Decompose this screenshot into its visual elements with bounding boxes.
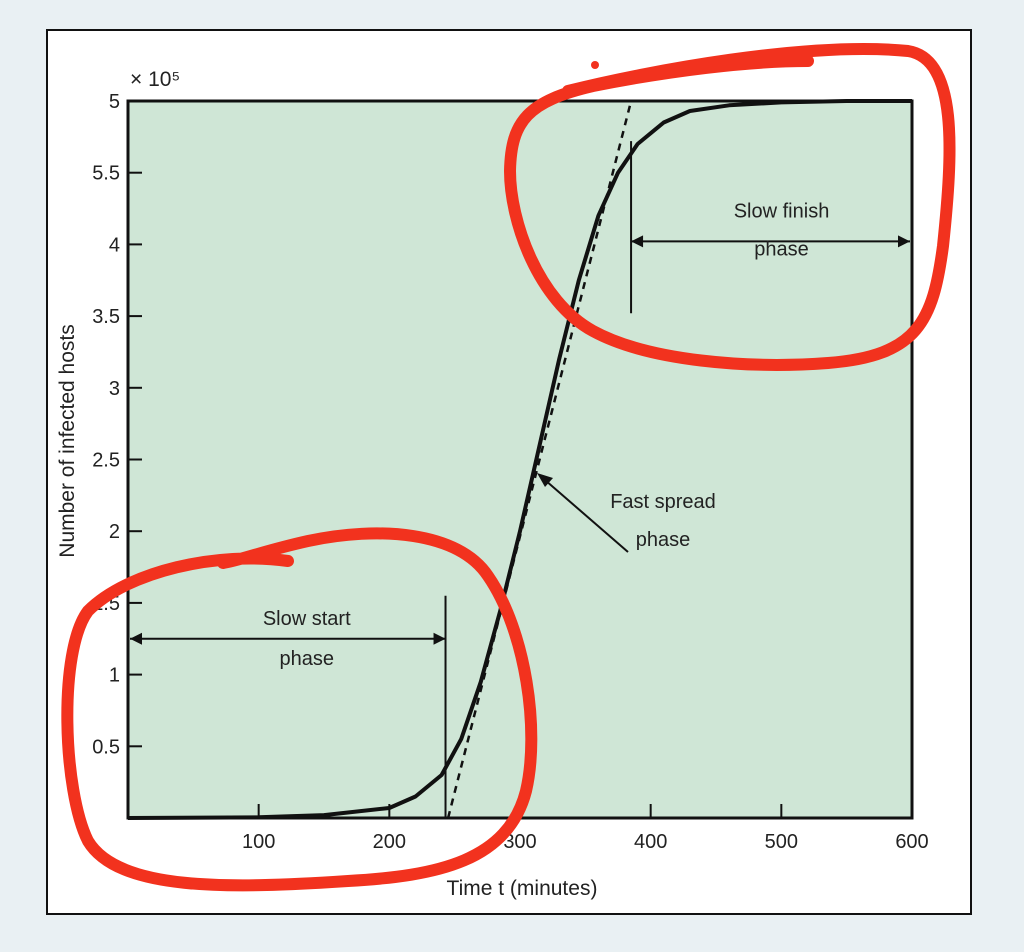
y-tick-label: 3	[109, 378, 120, 400]
series-group	[127, 99, 912, 820]
arrow-head	[631, 235, 644, 248]
y-axis-title: Number of infected hosts	[56, 324, 79, 557]
y-tick-label: 2.5	[92, 450, 120, 472]
arrow-head	[130, 632, 142, 645]
highlight-dot	[591, 61, 599, 69]
y-tick-label: 3.5	[92, 306, 120, 328]
x-tick-label: 500	[765, 831, 798, 853]
infection-curve	[127, 99, 912, 820]
y-tick-label: 4	[109, 234, 120, 256]
x-tick-label: 100	[242, 831, 275, 853]
x-tick-label: 400	[634, 831, 667, 853]
slow-finish-label: Slow finish	[734, 200, 830, 222]
x-tick-label: 600	[895, 831, 928, 853]
fast-spread-label: Fast spread	[610, 491, 716, 513]
slow-finish-label: phase	[754, 238, 809, 260]
arrow-head	[537, 473, 553, 487]
highlight-loop-top	[504, 43, 956, 371]
y-tick-label: 5.5	[92, 163, 120, 185]
arrow-head	[433, 632, 446, 645]
slow-start-label: Slow start	[263, 608, 351, 630]
slow-start-label: phase	[280, 648, 335, 670]
y-tick-label: 1	[109, 665, 120, 687]
highlight-loop-bottom	[61, 527, 538, 892]
fast-spread-label: phase	[636, 529, 691, 551]
arrow-head	[898, 235, 910, 248]
tangent-line	[446, 100, 633, 819]
y-tick-label: 2	[109, 521, 120, 543]
x-axis-title: Time t (minutes)	[447, 877, 598, 900]
y-tick-label: 0.5	[92, 736, 120, 758]
y-tick-label: 5	[109, 91, 120, 113]
y-multiplier-label: × 10⁵	[130, 68, 180, 91]
x-tick-label: 200	[373, 831, 406, 853]
chart-frame: 100 200 300 400 500 600 0.5 1 1.5 2 2.5 3 3.5 4 5.5 5 …	[46, 29, 972, 915]
annotations: Slow start phase Fast spread phase Slow fini…	[130, 141, 910, 818]
infection-chart: 100 200 300 400 500 600 0.511.522.533.545.55 …	[56, 43, 956, 900]
x-ticks: 100 200 300 400 500 600	[242, 804, 929, 853]
highlight-marks	[61, 43, 956, 892]
x-tick-label: 300	[503, 831, 536, 853]
fast-spread-pointer	[544, 479, 629, 553]
